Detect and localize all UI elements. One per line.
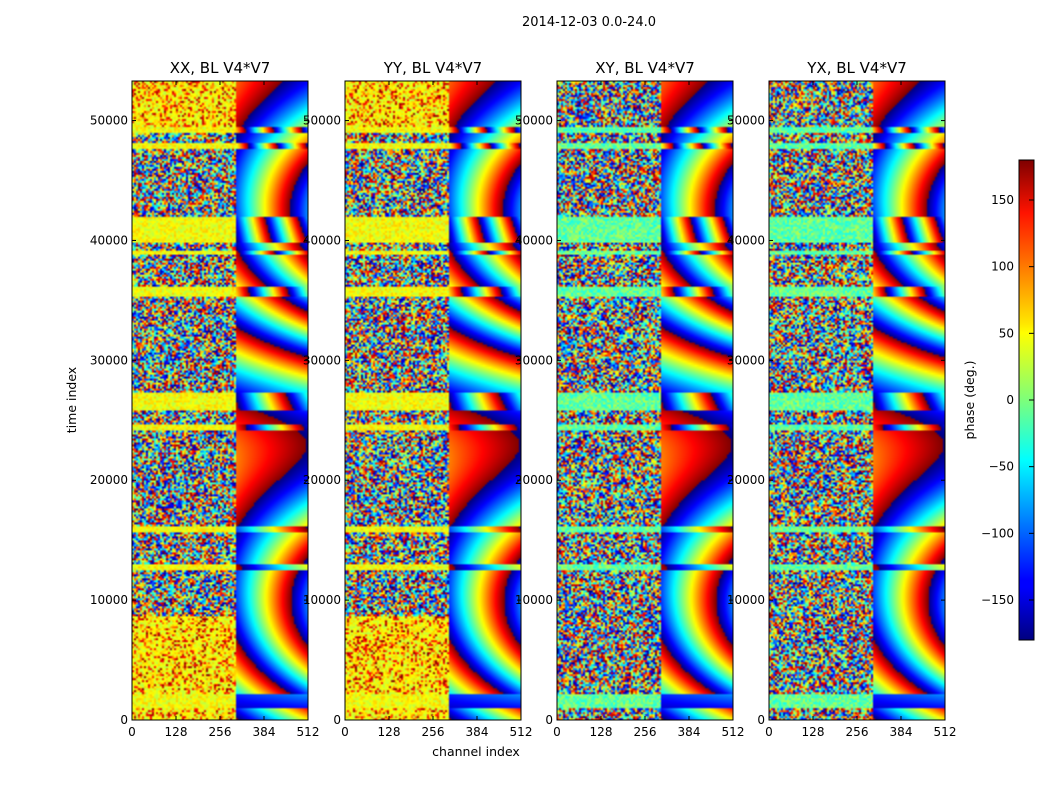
x-tick-label: 512 <box>722 725 745 739</box>
x-tick-label: 0 <box>765 725 773 739</box>
colorbar-tick-label: 100 <box>991 260 1014 274</box>
x-axis-label: channel index <box>432 744 520 759</box>
colorbar-tick-label: −50 <box>989 460 1014 474</box>
y-tick-label: 50000 <box>727 114 765 128</box>
y-tick-label: 40000 <box>515 233 553 247</box>
x-tick-label: 128 <box>165 725 188 739</box>
x-tick-label: 512 <box>510 725 533 739</box>
colorbar-tick-label: 150 <box>991 193 1014 207</box>
colorbar: −150 −100 −50 0 50 100 150 phase (deg.) <box>962 159 1035 641</box>
heatmap-image <box>557 81 733 720</box>
colorbar-ticks: −150 −100 −50 0 50 100 150 <box>981 193 1034 607</box>
heatmap-image <box>132 81 308 720</box>
panel-title: YY, BL V4*V7 <box>383 59 482 77</box>
x-tick-label: 0 <box>341 725 349 739</box>
y-tick-label: 20000 <box>515 473 553 487</box>
colorbar-tick-label: −100 <box>981 526 1014 540</box>
panels-group: XX, BL V4*V7 0 128 256 384 512 0 10000 20000 3000… <box>90 59 957 739</box>
x-tick-label: 128 <box>802 725 825 739</box>
panel-yx: YX, BL V4*V7 0 128 256 384 512 0 10000 20000 3000… <box>727 59 957 739</box>
y-tick-label: 50000 <box>515 114 553 128</box>
x-tick-label: 512 <box>297 725 320 739</box>
y-tick-label: 50000 <box>90 114 128 128</box>
x-tick-label: 0 <box>128 725 136 739</box>
y-tick-label: 40000 <box>727 233 765 247</box>
x-tick-label: 384 <box>253 725 276 739</box>
panel-title: XX, BL V4*V7 <box>170 59 271 77</box>
y-tick-label: 20000 <box>90 473 128 487</box>
x-tick-label: 256 <box>422 725 445 739</box>
heatmap-image <box>345 81 521 720</box>
panel-title: YX, BL V4*V7 <box>806 59 907 77</box>
y-tick-label: 40000 <box>303 233 341 247</box>
panel-xx: XX, BL V4*V7 0 128 256 384 512 0 10000 20000 3000… <box>90 59 320 739</box>
x-tick-label: 384 <box>678 725 701 739</box>
y-tick-label: 30000 <box>90 353 128 367</box>
y-tick-label: 50000 <box>303 114 341 128</box>
y-tick-label: 30000 <box>515 353 553 367</box>
y-tick-label: 0 <box>333 713 341 727</box>
y-tick-label: 10000 <box>727 593 765 607</box>
x-tick-label: 384 <box>466 725 489 739</box>
heatmap-image <box>769 81 945 720</box>
x-tick-label: 128 <box>590 725 613 739</box>
colorbar-tick-label: 50 <box>999 326 1014 340</box>
y-tick-label: 0 <box>120 713 128 727</box>
x-tick-label: 128 <box>378 725 401 739</box>
x-tick-label: 256 <box>634 725 657 739</box>
y-tick-label: 20000 <box>727 473 765 487</box>
y-tick-label: 40000 <box>90 233 128 247</box>
colorbar-label: phase (deg.) <box>962 361 977 440</box>
y-tick-label: 30000 <box>303 353 341 367</box>
x-tick-label: 0 <box>553 725 561 739</box>
figure-suptitle: 2014-12-03 0.0-24.0 <box>522 15 656 30</box>
panel-title: XY, BL V4*V7 <box>595 59 695 77</box>
colorbar-tick-label: 0 <box>1006 393 1014 407</box>
y-tick-label: 30000 <box>727 353 765 367</box>
colorbar-tick-label: −150 <box>981 593 1014 607</box>
panel-yy: YY, BL V4*V7 0 128 256 384 512 0 10000 20000 3000… <box>303 59 533 739</box>
y-axis-label: time index <box>64 367 79 433</box>
y-tick-label: 20000 <box>303 473 341 487</box>
x-tick-label: 512 <box>934 725 957 739</box>
y-tick-label: 0 <box>757 713 765 727</box>
y-tick-label: 10000 <box>90 593 128 607</box>
x-tick-label: 256 <box>846 725 869 739</box>
y-tick-label: 0 <box>545 713 553 727</box>
y-tick-label: 10000 <box>303 593 341 607</box>
panel-xy: XY, BL V4*V7 0 128 256 384 512 0 10000 20000 3000… <box>515 59 745 739</box>
y-tick-label: 10000 <box>515 593 553 607</box>
x-tick-label: 384 <box>890 725 913 739</box>
x-tick-label: 256 <box>209 725 232 739</box>
